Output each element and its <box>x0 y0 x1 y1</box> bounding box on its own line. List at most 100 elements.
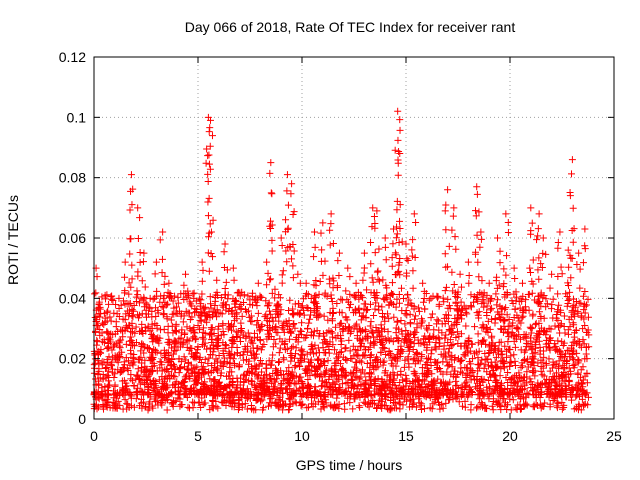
band-point <box>412 386 420 394</box>
band-point <box>98 319 106 327</box>
band-point <box>332 404 340 412</box>
data-point-streak <box>264 301 272 309</box>
band-point <box>529 369 537 377</box>
band-point <box>177 401 185 409</box>
band-point <box>103 344 111 352</box>
band-point <box>570 364 578 372</box>
band-point <box>381 367 389 375</box>
data-point-streak <box>395 325 403 333</box>
band-point <box>104 398 112 406</box>
band-point <box>128 377 136 385</box>
data-point-streak <box>472 212 480 220</box>
band-point <box>461 397 469 405</box>
band-point <box>127 375 135 383</box>
band-point <box>196 326 204 334</box>
data-point-streak <box>144 322 152 330</box>
data-point <box>177 358 185 366</box>
band-point <box>341 345 349 353</box>
band-point <box>217 372 225 380</box>
band-point <box>560 357 568 365</box>
band-point <box>461 382 469 390</box>
data-point-streak <box>113 310 121 318</box>
band-point <box>480 336 488 344</box>
band-point <box>444 295 452 303</box>
band-point <box>489 406 497 414</box>
data-point-streak <box>438 329 446 337</box>
band-point <box>198 394 206 402</box>
data-point-streak <box>268 314 276 322</box>
band-point <box>249 339 257 347</box>
band-point <box>349 342 357 350</box>
band-point <box>542 331 550 339</box>
band-point <box>572 326 580 334</box>
band-point <box>442 399 450 407</box>
band-point <box>445 348 453 356</box>
band-point <box>233 333 241 341</box>
band-point <box>429 332 437 340</box>
band-point <box>338 348 346 356</box>
band-point <box>119 384 127 392</box>
data-point-streak <box>371 224 379 232</box>
data-point <box>473 183 481 191</box>
band-point <box>424 354 432 362</box>
band-point <box>126 390 134 398</box>
data-point <box>556 228 564 236</box>
band-point <box>455 384 463 392</box>
data-point-streak <box>448 226 456 234</box>
band-point <box>344 327 352 335</box>
band-point <box>501 342 509 350</box>
band-point <box>377 332 385 340</box>
band-point <box>488 332 496 340</box>
data-point-streak <box>266 276 274 284</box>
band-point <box>274 301 282 309</box>
band-point <box>235 362 243 370</box>
band-point <box>552 382 560 390</box>
band-point <box>407 396 415 404</box>
band-point <box>161 397 169 405</box>
band-point <box>371 382 379 390</box>
band-point <box>426 338 434 346</box>
data-point-streak <box>266 169 274 177</box>
data-point-streak <box>311 243 319 251</box>
band-point <box>425 391 433 399</box>
band-point <box>129 307 137 315</box>
band-point <box>371 305 379 313</box>
data-point-streak <box>520 306 528 314</box>
band-point <box>226 375 234 383</box>
data-point-streak <box>352 291 360 299</box>
data-point-streak <box>475 314 483 322</box>
band-point <box>368 400 376 408</box>
band-point <box>246 333 254 341</box>
band-point <box>497 379 505 387</box>
band-point <box>356 357 364 365</box>
data-point-streak <box>488 304 496 312</box>
band-point <box>156 358 164 366</box>
band-point <box>213 357 221 365</box>
band-point <box>201 355 209 363</box>
band-point <box>338 380 346 388</box>
band-point <box>578 387 586 395</box>
band-point <box>110 394 118 402</box>
band-point <box>453 293 461 301</box>
band-point <box>209 396 217 404</box>
data-point-streak <box>312 282 320 290</box>
band-point <box>536 347 544 355</box>
data-point-streak <box>404 257 412 265</box>
band-point <box>242 390 250 398</box>
band-point <box>323 379 331 387</box>
band-point <box>312 349 320 357</box>
band-point <box>135 299 143 307</box>
data-point-streak <box>473 231 481 239</box>
band-point <box>218 398 226 406</box>
band-point <box>440 345 448 353</box>
data-point-streak <box>570 301 578 309</box>
band-point <box>410 378 418 386</box>
data-point-streak <box>93 273 101 281</box>
band-point <box>112 300 120 308</box>
band-point <box>384 328 392 336</box>
data-point-streak <box>568 227 576 235</box>
data-point-streak <box>542 250 550 258</box>
band-point <box>444 362 452 370</box>
data-point-streak <box>275 303 283 311</box>
data-point-streak <box>373 333 381 341</box>
